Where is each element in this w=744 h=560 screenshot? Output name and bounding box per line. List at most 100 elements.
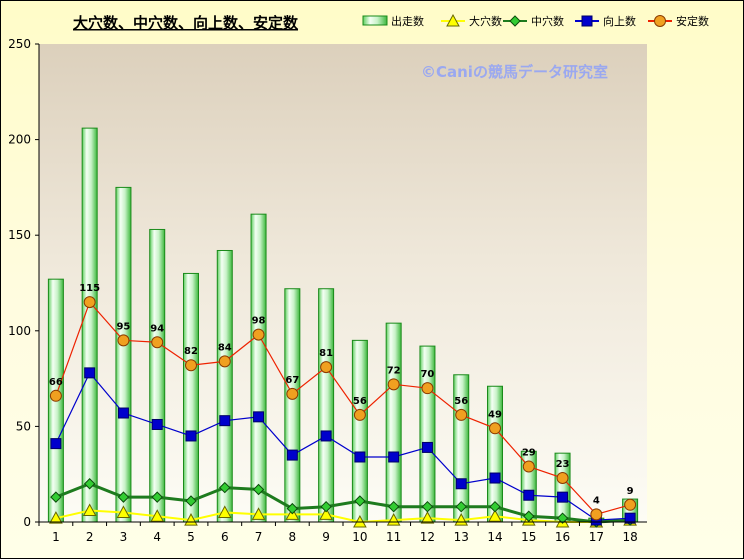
marker-s2-3 <box>117 407 129 419</box>
x-tick-label-17: 17 <box>589 530 604 544</box>
markers-layer <box>49 296 637 528</box>
plot-area <box>39 44 647 522</box>
marker-s0-12 <box>420 511 435 524</box>
marker-s2-8 <box>286 449 298 461</box>
data-label-12: 70 <box>420 369 434 380</box>
x-tick-label-11: 11 <box>386 530 401 544</box>
marker-s3-16 <box>556 472 569 485</box>
legend: 出走数 大穴数 中穴数 向上数 安定数 <box>362 13 709 28</box>
data-label-3: 95 <box>116 321 130 332</box>
x-tick-label-2: 2 <box>86 530 94 544</box>
marker-s3-3 <box>117 334 130 347</box>
marker-s3-8 <box>286 387 299 400</box>
marker-s1-6 <box>219 481 231 494</box>
marker-s1-8 <box>286 502 299 515</box>
legend-label-3: 向上数 <box>603 14 636 28</box>
marker-s1-3 <box>117 491 130 503</box>
bar-11 <box>385 322 402 523</box>
marker-s3-17 <box>590 508 603 521</box>
marker-s0-4 <box>150 509 165 522</box>
legend-label-0: 出走数 <box>391 14 424 28</box>
data-label-2: 115 <box>79 283 100 294</box>
data-label-1: 66 <box>49 377 63 388</box>
marker-s3-15 <box>522 460 535 473</box>
data-label-13: 56 <box>454 396 468 407</box>
bar-6 <box>216 249 233 523</box>
x-tick-label-4: 4 <box>153 530 161 544</box>
y-tick-label-150: 150 <box>8 228 31 242</box>
marker-s3-9 <box>320 361 333 374</box>
x-tick-label-9: 9 <box>322 530 330 544</box>
marker-s3-12 <box>421 382 434 395</box>
marker-s3-18 <box>624 498 637 511</box>
y-tick-label-200: 200 <box>8 133 31 147</box>
bars-layer <box>47 127 639 523</box>
marker-s3-11 <box>387 378 400 391</box>
x-tick-label-12: 12 <box>420 530 435 544</box>
marker-s0-7 <box>251 507 266 520</box>
bar-5 <box>183 272 199 523</box>
marker-s1-9 <box>320 500 332 513</box>
x-tick-label-13: 13 <box>454 530 469 544</box>
legend-marker-1 <box>446 13 460 27</box>
legend-label-4: 安定数 <box>676 14 709 28</box>
marker-s0-9 <box>319 507 333 520</box>
series-line-2 <box>55 371 631 521</box>
marker-s2-6 <box>219 415 231 427</box>
marker-s1-13 <box>455 500 467 513</box>
data-label-18: 9 <box>627 486 634 497</box>
data-label-16: 23 <box>556 459 570 470</box>
legend-marker-4 <box>654 15 666 27</box>
x-tick-label-16: 16 <box>555 530 570 544</box>
marker-s3-5 <box>185 359 197 372</box>
legend-label-2: 中穴数 <box>531 14 564 28</box>
marker-s2-9 <box>320 430 332 442</box>
marker-s2-18 <box>624 512 636 524</box>
marker-s2-14 <box>489 472 501 484</box>
marker-s2-11 <box>388 451 400 463</box>
marker-s2-1 <box>50 438 62 450</box>
marker-s3-6 <box>218 355 231 368</box>
legend-label-1: 大穴数 <box>469 14 502 28</box>
marker-s1-7 <box>252 483 265 496</box>
marker-s1-10 <box>354 495 366 507</box>
legend-marker-2 <box>509 15 521 27</box>
marker-s3-10 <box>353 408 366 421</box>
legend-marker-3 <box>581 15 593 27</box>
marker-s2-7 <box>253 411 265 423</box>
data-label-9: 81 <box>319 348 333 359</box>
x-tick-label-6: 6 <box>221 530 229 544</box>
data-label-4: 94 <box>150 323 164 334</box>
marker-s2-4 <box>151 418 163 430</box>
data-label-11: 72 <box>387 365 401 376</box>
marker-s1-12 <box>421 500 434 513</box>
y-tick-label-250: 250 <box>8 37 31 51</box>
x-tick-label-14: 14 <box>487 530 502 544</box>
marker-s1-15 <box>523 510 535 522</box>
x-tick-label-5: 5 <box>187 530 195 544</box>
bar-4 <box>149 228 166 523</box>
marker-s1-11 <box>387 500 400 513</box>
marker-s0-2 <box>82 503 97 517</box>
watermark: ©Caniの競馬データ研究室 <box>421 63 608 81</box>
marker-s2-12 <box>421 441 433 453</box>
marker-s1-5 <box>185 495 197 507</box>
marker-s2-5 <box>185 430 197 442</box>
y-tick-label-0: 0 <box>23 515 31 529</box>
legend-swatch-0 <box>362 15 388 26</box>
marker-s1-16 <box>556 512 569 524</box>
bar-2 <box>81 127 98 523</box>
marker-s1-2 <box>83 478 96 490</box>
marker-s3-14 <box>489 422 501 435</box>
data-label-15: 29 <box>522 448 536 459</box>
marker-s1-1 <box>50 491 62 503</box>
marker-s2-13 <box>455 478 467 490</box>
x-tick-label-3: 3 <box>120 530 128 544</box>
marker-s0-6 <box>217 505 232 518</box>
marker-s2-2 <box>84 367 96 379</box>
bar-3 <box>115 186 132 523</box>
y-tick-label-50: 50 <box>16 419 31 433</box>
